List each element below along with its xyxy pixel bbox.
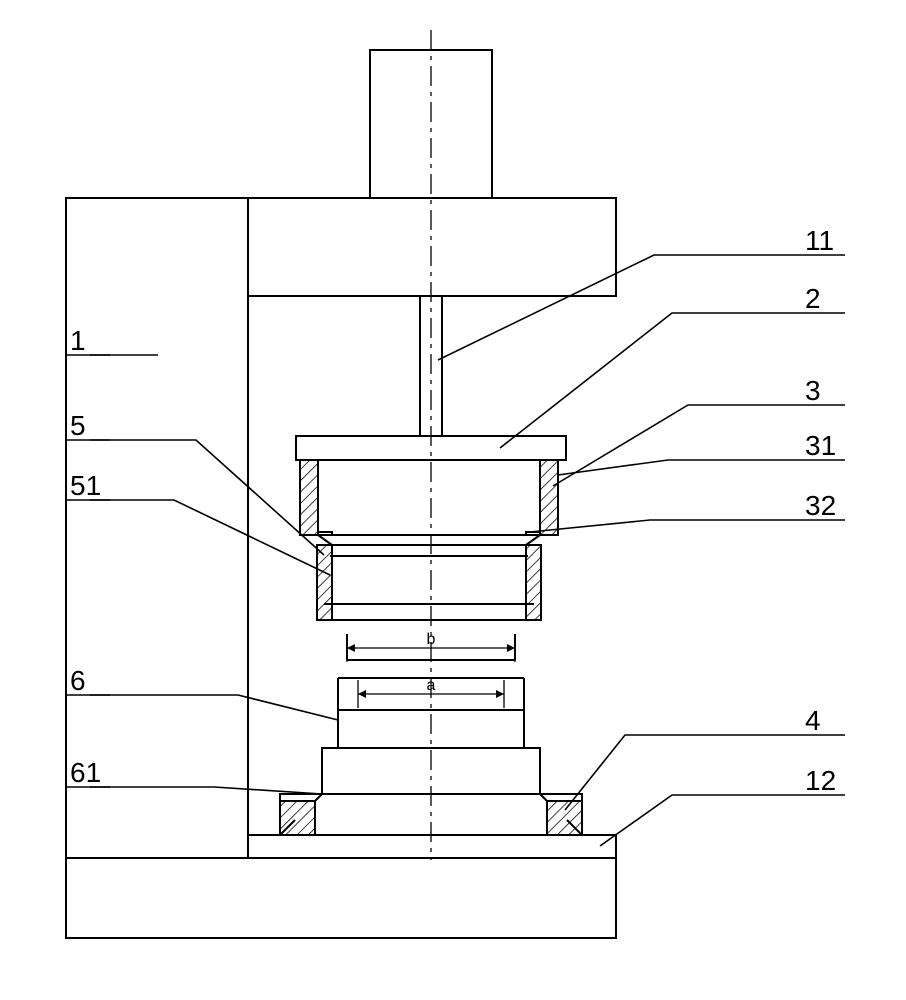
label-31: 31 <box>805 430 836 461</box>
label-3: 3 <box>805 375 821 406</box>
ring-3-outer <box>300 460 558 535</box>
diagram-svg: b a 11 2 3 31 32 4 12 1 5 51 6 61 <box>0 0 906 1000</box>
label-32: 32 <box>805 490 836 521</box>
svg-text:b: b <box>427 631 436 648</box>
label-61: 61 <box>70 757 101 788</box>
label-11: 11 <box>805 225 834 256</box>
base-12 <box>248 835 616 858</box>
label-2: 2 <box>805 283 821 314</box>
label-5: 5 <box>70 410 86 441</box>
label-1: 1 <box>70 325 86 356</box>
label-12: 12 <box>805 765 836 796</box>
diagram-stage: b a 11 2 3 31 32 4 12 1 5 51 6 61 <box>0 0 906 1000</box>
svg-text:a: a <box>427 677 436 694</box>
base-bottom <box>66 858 616 938</box>
upper-beam <box>248 198 616 296</box>
label-4: 4 <box>805 705 821 736</box>
label-51: 51 <box>70 470 101 501</box>
label-6: 6 <box>70 665 86 696</box>
